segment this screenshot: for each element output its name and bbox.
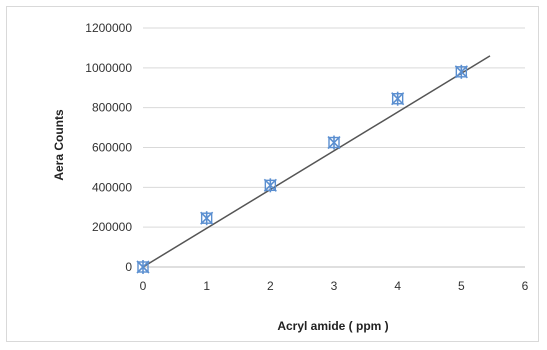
x-axis-title: Acryl amide ( ppm ) — [277, 319, 388, 333]
x-tick-label: 2 — [267, 279, 274, 293]
x-tick-label: 4 — [394, 279, 401, 293]
y-tick-label: 200000 — [92, 220, 132, 234]
trendline — [142, 55, 491, 268]
x-tick-label: 5 — [458, 279, 465, 293]
y-tick-label: 600000 — [92, 141, 132, 155]
x-tick-label: 3 — [331, 279, 338, 293]
data-point — [454, 64, 468, 79]
chart-frame — [6, 6, 539, 342]
data-point — [200, 211, 214, 226]
grid-lines — [143, 27, 525, 228]
x-tick-label: 6 — [522, 279, 529, 293]
x-tick-label: 1 — [203, 279, 210, 293]
trendline-path — [142, 55, 491, 268]
data-points — [136, 64, 468, 274]
data-point — [327, 135, 341, 150]
data-point — [391, 91, 405, 106]
y-tick-label: 1200000 — [85, 21, 132, 35]
y-axis-title: Aera Counts — [52, 109, 66, 181]
x-tick-label: 0 — [140, 279, 147, 293]
data-point — [263, 178, 277, 193]
y-tick-label: 0 — [125, 260, 132, 274]
data-point — [136, 260, 150, 274]
y-tick-label: 400000 — [92, 180, 132, 194]
y-tick-label: 800000 — [92, 101, 132, 115]
y-tick-label: 1000000 — [85, 61, 132, 75]
tick-labels: 0 200000 400000 600000 800000 1000000 1200000 0… — [85, 21, 528, 293]
